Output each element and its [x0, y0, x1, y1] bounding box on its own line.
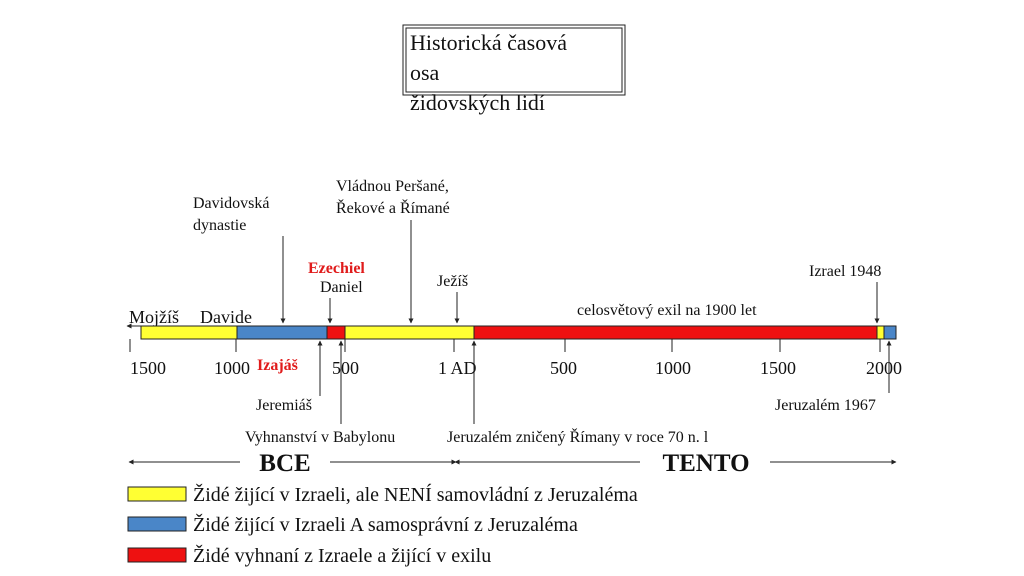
title-line: židovských lidí	[410, 90, 545, 115]
segment	[883, 325, 897, 340]
segment	[344, 325, 475, 340]
title-box	[402, 24, 626, 96]
annotation: Vládnou Peršané,	[336, 178, 449, 195]
axis-label: 1 AD	[438, 358, 477, 378]
era-bg	[648, 448, 764, 476]
annotation: Izrael 1948	[809, 263, 881, 280]
annotation: Izajáš	[257, 357, 298, 374]
legend-swatch	[127, 516, 187, 532]
bar-label: celosvětový exil na 1900 let	[577, 302, 757, 319]
annotations-below: Izajáš Jeremiáš Jeruzalém 1967 Vyhnanstv…	[245, 340, 892, 446]
bar-label: Davide	[200, 307, 252, 327]
title: Historická časová osa židovských lidí	[410, 30, 567, 115]
annotation: Vyhnanství v Babylonu	[245, 429, 395, 446]
axis-label: 1500	[760, 358, 796, 378]
axis: 1500 1000 500 1 AD 500 1000 1500 2000	[129, 339, 902, 378]
axis-label: 2000	[866, 358, 902, 378]
annotation: Jeruzalém zničený Římany v roce 70 n. l	[447, 427, 709, 446]
timeline-bar	[140, 325, 897, 340]
annotation: Daniel	[320, 279, 363, 296]
title-line: osa	[410, 60, 440, 85]
era-label: BCE	[259, 450, 310, 477]
axis-label: 500	[332, 358, 359, 378]
annotation: Davidovská	[193, 195, 269, 212]
segment	[140, 325, 238, 340]
annotation: Jeremiáš	[256, 397, 312, 414]
axis-label: 500	[550, 358, 577, 378]
legend: Židé žijící v Izraeli, ale NENÍ samovlád…	[127, 483, 638, 567]
legend-label: Židé žijící v Izraeli, ale NENÍ samovlád…	[193, 483, 638, 506]
segment	[876, 325, 885, 340]
axis-label: 1500	[130, 358, 166, 378]
annotation: Ježíš	[437, 273, 468, 290]
axis-label: 1000	[655, 358, 691, 378]
legend-label: Židé vyhnaní z Izraele a žijící v exilu	[193, 544, 491, 567]
annotation: dynastie	[193, 217, 246, 234]
legend-swatch	[127, 486, 187, 502]
annotation: Jeruzalém 1967	[775, 397, 876, 414]
title-box-inner	[405, 27, 623, 93]
bar-label: Mojžíš	[129, 307, 179, 327]
eras: BCE TENTO	[128, 448, 897, 477]
era-bg	[246, 448, 324, 476]
annotations-above: Davidovská dynastie Vládnou Peršané, Řek…	[193, 178, 881, 324]
legend-label: Židé žijící v Izraeli A samosprávní z Je…	[193, 513, 578, 536]
annotation: Ezechiel	[308, 260, 365, 277]
legend-swatch	[127, 547, 187, 563]
annotation: Řekové a Římané	[336, 198, 450, 217]
segment	[473, 325, 878, 340]
title-line: Historická časová	[410, 30, 567, 55]
segment	[236, 325, 328, 340]
era-label: TENTO	[662, 450, 749, 477]
segment	[326, 325, 346, 340]
axis-label: 1000	[214, 358, 250, 378]
